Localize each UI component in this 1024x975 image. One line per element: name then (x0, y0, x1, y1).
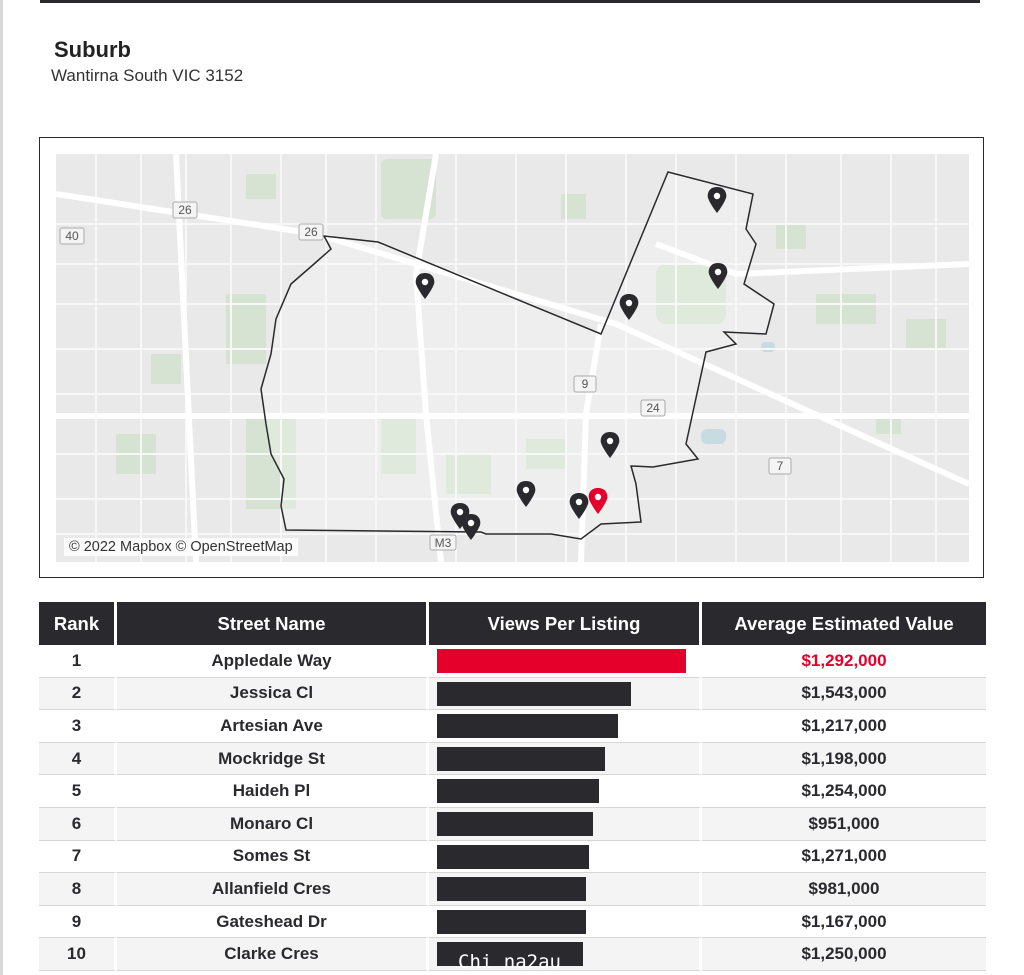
estimated-value-cell: $981,000 (702, 873, 986, 906)
table-row[interactable]: 1 Appledale Way $1,292,000 (39, 645, 986, 678)
rank-cell: 2 (39, 677, 117, 711)
rank-cell: 1 (39, 645, 117, 678)
table-row[interactable]: 6 Monaro Cl $951,000 (39, 807, 986, 841)
views-bar (437, 844, 589, 869)
views-bar (437, 714, 618, 739)
views-bar (437, 779, 599, 804)
svg-text:40: 40 (65, 229, 79, 243)
estimated-value-cell: $1,543,000 (702, 677, 986, 711)
suburb-map[interactable]: 26 26 40 9 24 7 M3 (56, 154, 969, 562)
svg-text:7: 7 (777, 459, 784, 473)
table-header-row: Rank Street Name Views Per Listing Avera… (39, 602, 986, 645)
top-divider (40, 0, 980, 3)
column-header-street[interactable]: Street Name (117, 602, 429, 645)
estimated-value-cell: $1,217,000 (702, 710, 986, 743)
views-bar-cell (429, 905, 702, 939)
section-title: Suburb (54, 37, 131, 62)
rank-cell: 9 (39, 905, 117, 939)
street-name-cell: Haideh Pl (117, 775, 429, 808)
watermark-text: Chi na2au (458, 951, 561, 973)
table-row[interactable]: 7 Somes St $1,271,000 (39, 840, 986, 874)
estimated-value-cell: $1,292,000 (702, 645, 986, 678)
estimated-value-cell: $1,271,000 (702, 840, 986, 874)
views-bar-cell (429, 938, 702, 971)
column-header-rank[interactable]: Rank (39, 602, 117, 645)
street-ranking-table: Rank Street Name Views Per Listing Avera… (39, 602, 986, 971)
views-bar (437, 942, 583, 967)
suburb-boundary (260, 171, 775, 540)
views-bar-cell (429, 710, 702, 743)
rank-cell: 8 (39, 873, 117, 906)
views-bar-cell (429, 873, 702, 906)
views-bar (437, 877, 586, 902)
views-bar-cell (429, 840, 702, 874)
column-header-views[interactable]: Views Per Listing (429, 602, 702, 645)
svg-text:26: 26 (178, 203, 192, 217)
street-name-cell: Allanfield Cres (117, 873, 429, 906)
estimated-value-cell: $1,254,000 (702, 775, 986, 808)
estimated-value-cell: $1,250,000 (702, 938, 986, 971)
suburb-name: Wantirna South VIC 3152 (51, 66, 244, 85)
svg-text:M3: M3 (435, 536, 452, 550)
local-streets (56, 154, 969, 562)
map-graphics: 26 26 40 9 24 7 M3 (56, 154, 969, 562)
views-bar-cell (429, 775, 702, 808)
table-row[interactable]: 9 Gateshead Dr $1,167,000 (39, 905, 986, 939)
street-name-cell: Mockridge St (117, 742, 429, 776)
table-row[interactable]: 10 Clarke Cres $1,250,000 (39, 938, 986, 971)
views-bar (437, 811, 593, 836)
rank-cell: 10 (39, 938, 117, 971)
street-name-cell: Appledale Way (117, 645, 429, 678)
views-bar (437, 909, 586, 934)
rank-cell: 3 (39, 710, 117, 743)
views-bar (437, 649, 686, 673)
table-row[interactable]: 4 Mockridge St $1,198,000 (39, 742, 986, 776)
views-bar (437, 746, 605, 771)
street-name-cell: Jessica Cl (117, 677, 429, 711)
views-bar-cell (429, 645, 702, 678)
views-bar-cell (429, 807, 702, 841)
table-row[interactable]: 3 Artesian Ave $1,217,000 (39, 710, 986, 743)
street-name-cell: Clarke Cres (117, 938, 429, 971)
map-frame: 26 26 40 9 24 7 M3 (39, 137, 984, 578)
map-attribution[interactable]: © 2022 Mapbox © OpenStreetMap (64, 538, 298, 556)
column-header-value[interactable]: Average Estimated Value (702, 602, 986, 645)
estimated-value-cell: $1,167,000 (702, 905, 986, 939)
views-bar (437, 681, 631, 706)
views-bar-cell (429, 742, 702, 776)
estimated-value-cell: $951,000 (702, 807, 986, 841)
road-shields: 26 26 40 9 24 7 M3 (59, 201, 792, 551)
views-bar-cell (429, 677, 702, 711)
table-row[interactable]: 2 Jessica Cl $1,543,000 (39, 677, 986, 711)
table-row[interactable]: 5 Haideh Pl $1,254,000 (39, 775, 986, 808)
table-row[interactable]: 8 Allanfield Cres $981,000 (39, 873, 986, 906)
rank-cell: 6 (39, 807, 117, 841)
map-pin-icon[interactable] (461, 514, 481, 540)
street-name-cell: Monaro Cl (117, 807, 429, 841)
page-edge-line (0, 0, 3, 975)
street-name-cell: Artesian Ave (117, 710, 429, 743)
svg-text:24: 24 (646, 401, 660, 415)
svg-text:26: 26 (304, 225, 318, 239)
rank-cell: 5 (39, 775, 117, 808)
rank-cell: 4 (39, 742, 117, 776)
svg-text:9: 9 (582, 377, 589, 391)
estimated-value-cell: $1,198,000 (702, 742, 986, 776)
rank-cell: 7 (39, 840, 117, 874)
street-name-cell: Gateshead Dr (117, 905, 429, 939)
street-name-cell: Somes St (117, 840, 429, 874)
